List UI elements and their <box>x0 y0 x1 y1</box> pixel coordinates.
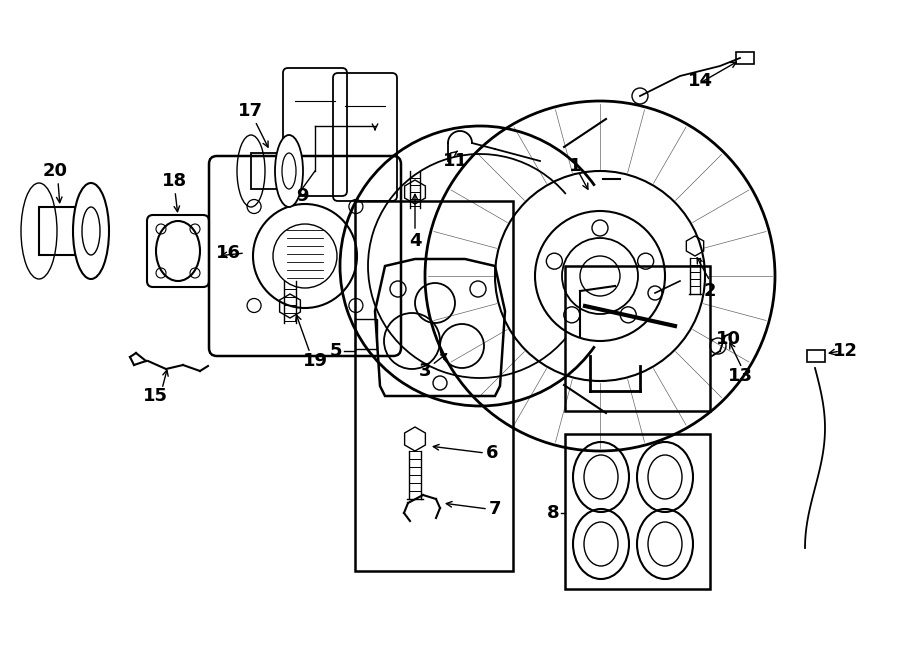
Bar <box>355 201 513 571</box>
Text: 13: 13 <box>727 367 752 385</box>
Text: 12: 12 <box>832 342 858 360</box>
Ellipse shape <box>275 135 303 207</box>
Text: 14: 14 <box>688 72 713 90</box>
Text: 19: 19 <box>302 352 328 370</box>
Text: 6: 6 <box>486 444 499 462</box>
Text: 4: 4 <box>409 232 421 250</box>
Bar <box>251 153 289 189</box>
Text: 5: 5 <box>329 342 342 360</box>
Text: 17: 17 <box>238 102 263 120</box>
Text: 7: 7 <box>489 500 501 518</box>
Text: 16: 16 <box>215 244 240 262</box>
Ellipse shape <box>73 183 109 279</box>
Bar <box>736 52 754 64</box>
Text: 3: 3 <box>418 362 431 380</box>
Bar <box>355 319 377 349</box>
Bar <box>565 266 710 411</box>
Text: 8: 8 <box>546 504 559 522</box>
Text: 11: 11 <box>443 152 467 170</box>
Bar <box>39 207 91 255</box>
Text: 18: 18 <box>162 172 187 190</box>
Text: 2: 2 <box>704 282 716 300</box>
Text: 15: 15 <box>142 387 167 405</box>
Bar <box>565 434 710 589</box>
Text: 10: 10 <box>716 330 741 348</box>
Bar <box>807 350 825 362</box>
Text: 20: 20 <box>42 162 68 180</box>
Text: 9: 9 <box>296 187 308 205</box>
Text: 1: 1 <box>569 157 581 175</box>
